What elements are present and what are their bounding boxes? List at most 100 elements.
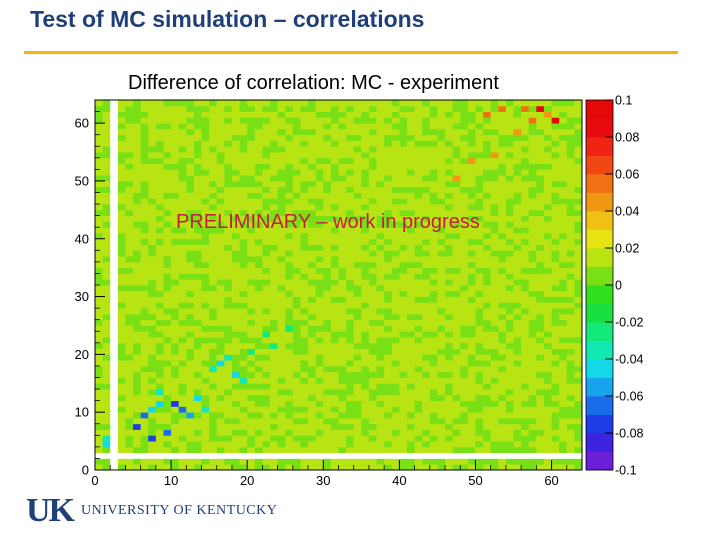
heatmap-cell [224,175,233,182]
heatmap-cell [247,342,256,349]
heatmap-cell [452,452,461,459]
heatmap-cell [163,360,172,367]
heatmap-cell [163,331,172,338]
heatmap-cell [193,313,202,321]
heatmap-cell [140,267,149,274]
heatmap-cell [483,256,492,263]
heatmap-cell [376,198,385,205]
heatmap-cell [452,308,461,315]
heatmap-cell [292,267,301,274]
heatmap-cell [574,163,583,170]
heatmap-cell [574,192,583,199]
heatmap-cell [247,348,256,355]
heatmap-cell [391,100,400,107]
heatmap-cell [437,452,446,459]
heatmap-cell [346,227,355,234]
heatmap-cell [368,290,377,297]
heatmap-cell [521,232,530,240]
heatmap-cell [254,221,263,228]
heatmap-cell [483,215,492,222]
heatmap-cell [490,152,499,159]
heatmap-cell [490,163,499,170]
heatmap-cell [216,313,225,321]
heatmap-cell [209,157,218,164]
heatmap-cell [467,383,476,390]
heatmap-cell [543,423,552,430]
heatmap-cell [163,256,172,263]
heatmap-cell [376,354,385,361]
heatmap-cell [125,267,134,274]
heatmap-cell [361,354,370,361]
heatmap-cell [247,215,256,222]
heatmap-cell [270,192,279,199]
heatmap-cell [452,279,461,286]
heatmap-cell [505,331,514,338]
heatmap-cell [460,232,469,240]
heatmap-cell [376,140,385,147]
heatmap-cell [125,256,134,263]
heatmap-cell [216,406,225,413]
heatmap-cell [270,423,279,430]
heatmap-cell [460,458,469,465]
heatmap-cell [277,273,286,280]
heatmap-cell [566,296,575,303]
heatmap-cell [559,198,568,205]
heatmap-cell [437,331,446,338]
heatmap-cell [201,261,210,269]
heatmap-cell [528,180,537,188]
heatmap-cell [551,423,560,430]
heatmap-cell [391,204,400,211]
heatmap-cell [323,412,332,419]
heatmap-cell [308,325,317,332]
heatmap-cell [300,192,309,199]
heatmap-cell [117,365,126,373]
heatmap-cell [414,331,423,338]
heatmap-cell [163,394,172,402]
heatmap-cell [551,285,560,292]
heatmap-cell [224,285,233,292]
heatmap-cell [285,111,294,118]
heatmap-cell [292,157,301,164]
heatmap-cell [384,250,393,257]
heatmap-cell [437,169,446,176]
heatmap-cell [498,152,507,159]
heatmap-cell [368,365,377,373]
heatmap-cell [171,134,180,141]
heatmap-cell [475,209,484,217]
heatmap-cell [95,308,104,315]
heatmap-cell [171,232,180,240]
heatmap-cell [437,256,446,263]
heatmap-cell [193,441,202,448]
heatmap-cell [323,250,332,257]
heatmap-cell [391,105,400,112]
heatmap-cell [163,412,172,419]
heatmap-cell [391,180,400,188]
heatmap-cell [133,192,142,199]
colorbar-tick-label: -0.08 [615,427,644,441]
heatmap-cell [285,169,294,176]
heatmap-cell [224,134,233,141]
heatmap-cell [292,325,301,332]
heatmap-cell [224,435,233,442]
heatmap-cell [513,377,522,384]
heatmap-cell [437,152,446,159]
heatmap-cell [429,186,438,193]
heatmap-cell [406,250,415,257]
heatmap-cell [178,279,187,286]
heatmap-cell [536,232,545,240]
heatmap-cell [490,267,499,274]
heatmap-cell [323,232,332,240]
heatmap-cell [270,117,279,124]
heatmap-cell [521,377,530,384]
heatmap-cell [483,117,492,124]
heatmap-cell [422,464,431,471]
heatmap-cell [353,169,362,176]
heatmap-cell [262,371,271,378]
heatmap-cell [361,169,370,176]
heatmap-cell [437,221,446,228]
heatmap-cell [414,204,423,211]
heatmap-cell [445,123,454,130]
heatmap-cell [239,377,248,384]
heatmap-cell [338,302,347,309]
heatmap-cell [521,296,530,303]
